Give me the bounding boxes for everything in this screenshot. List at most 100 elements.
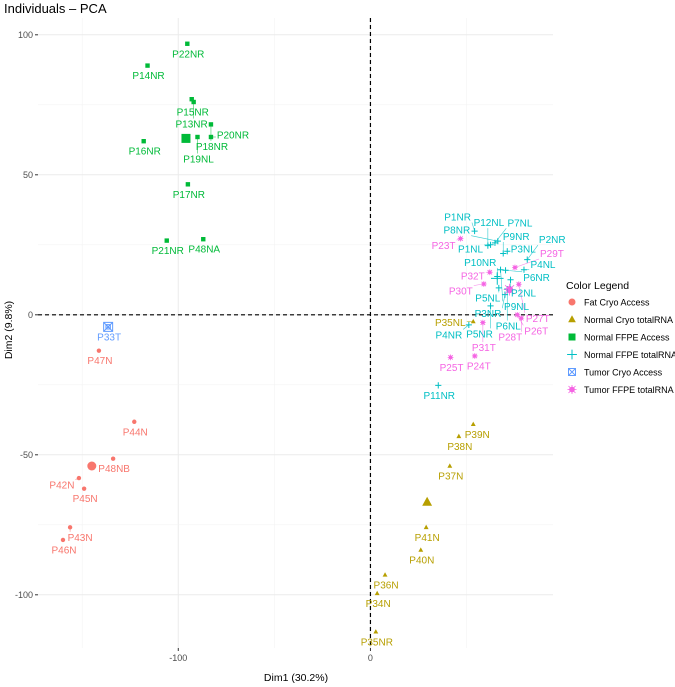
point-label: P6NR (523, 273, 550, 284)
point-label: P26T (524, 326, 548, 337)
point-label: P9NL (504, 302, 529, 313)
point-label: P14NR (132, 71, 164, 82)
point-label: P3NL (511, 245, 536, 256)
data-point (418, 547, 424, 552)
data-point (185, 41, 190, 46)
point-label: P24T (467, 361, 491, 372)
y-tick-label: 50 (23, 170, 33, 180)
point-label: P7NL (507, 218, 532, 229)
data-point (189, 97, 194, 102)
label-leader-line (473, 283, 484, 286)
data-point-rays (486, 269, 493, 276)
point-label: P23T (432, 241, 456, 252)
point-label: P9NR (503, 232, 530, 243)
x-tick-label: -100 (169, 653, 187, 663)
point-label: P1NR (444, 213, 471, 224)
point-label: P11NR (424, 391, 456, 402)
data-point (435, 382, 442, 389)
point-label: P17NR (173, 190, 205, 201)
data-point (423, 524, 429, 530)
point-label: P3NR (475, 309, 502, 320)
data-point (141, 139, 146, 144)
point-label: P38N (447, 442, 472, 453)
point-label: P45N (73, 494, 98, 505)
label-leader-line (514, 258, 540, 268)
legend-label: Normal FFPE Access (584, 333, 670, 343)
label-leader-line (527, 244, 539, 260)
point-label: P34N (366, 599, 391, 610)
point-label: P47N (87, 356, 112, 367)
label-leader-line (502, 294, 506, 309)
point-label: P44N (123, 427, 148, 438)
point-label: P13NR (176, 120, 208, 131)
point-label: P35NR (361, 637, 393, 648)
legend-key (567, 349, 577, 360)
label-leader-line (75, 477, 80, 480)
legend-label: Tumor Cryo Access (584, 368, 663, 378)
data-point (470, 421, 476, 427)
chart-title: Individuals – PCA (4, 1, 107, 16)
data-point (374, 590, 380, 596)
point-label: P22NR (172, 49, 204, 60)
y-axis-label: Dim2 (9.8%) (3, 301, 15, 359)
data-point (201, 237, 206, 242)
data-point (81, 486, 87, 491)
point-label: P19NL (183, 155, 214, 166)
data-point (60, 537, 66, 543)
point-label: P35NL (435, 318, 466, 329)
point-label: P41N (415, 533, 440, 544)
point-label: P16NR (129, 147, 161, 158)
data-point-rays (471, 353, 478, 359)
legend-key (568, 333, 576, 341)
data-point (164, 238, 169, 243)
point-label: P12NL (474, 218, 505, 229)
point-label: P2NR (539, 235, 566, 246)
point-label: P33T (97, 332, 121, 343)
data-point (96, 348, 102, 353)
label-leader-line (456, 238, 461, 241)
series-tumor-cryo-access (103, 321, 114, 332)
point-label: P1NL (458, 244, 483, 255)
y-tick-label: -100 (15, 590, 33, 600)
point-label: P2NL (511, 288, 536, 299)
data-point (382, 572, 388, 577)
data-point (208, 122, 214, 127)
x-tick-label: 0 (368, 653, 373, 663)
y-tick-label: 100 (18, 30, 33, 40)
data-point-rays (447, 354, 454, 361)
centroid-marker (422, 496, 433, 506)
data-point (145, 63, 150, 68)
legend-key-rays (567, 384, 577, 395)
point-label: P27T (526, 314, 550, 325)
point-label: P43N (68, 533, 93, 544)
point-label: P4NR (435, 330, 462, 341)
data-point (456, 433, 462, 439)
point-label: P32T (461, 272, 485, 283)
legend-key (568, 298, 576, 306)
legend-title: Color Legend (566, 280, 629, 292)
data-point (110, 456, 116, 461)
legend-label: Normal FFPE totalRNA (584, 350, 675, 360)
label-leader-line (471, 222, 475, 232)
point-label: P20NR (217, 131, 249, 142)
data-point (132, 419, 137, 424)
series-fat-cryo-access (60, 348, 137, 543)
centroid-marker-rays (503, 283, 516, 296)
data-point (447, 463, 453, 468)
centroid-marker (181, 133, 191, 143)
label-leader-line (494, 228, 507, 244)
legend-label: Tumor FFPE totalRNA (584, 385, 674, 395)
data-point-rays (514, 311, 521, 318)
label-leader-line (505, 269, 523, 273)
point-label: P18NR (196, 142, 228, 153)
point-label: P8NR (444, 226, 471, 237)
y-tick-label: 0 (28, 310, 33, 320)
point-label: P48NA (188, 245, 220, 256)
point-label: P31T (472, 343, 496, 354)
point-label: P36N (374, 580, 399, 591)
legend-key (568, 315, 576, 323)
data-point-rays (512, 264, 518, 271)
legend-key (568, 368, 576, 376)
